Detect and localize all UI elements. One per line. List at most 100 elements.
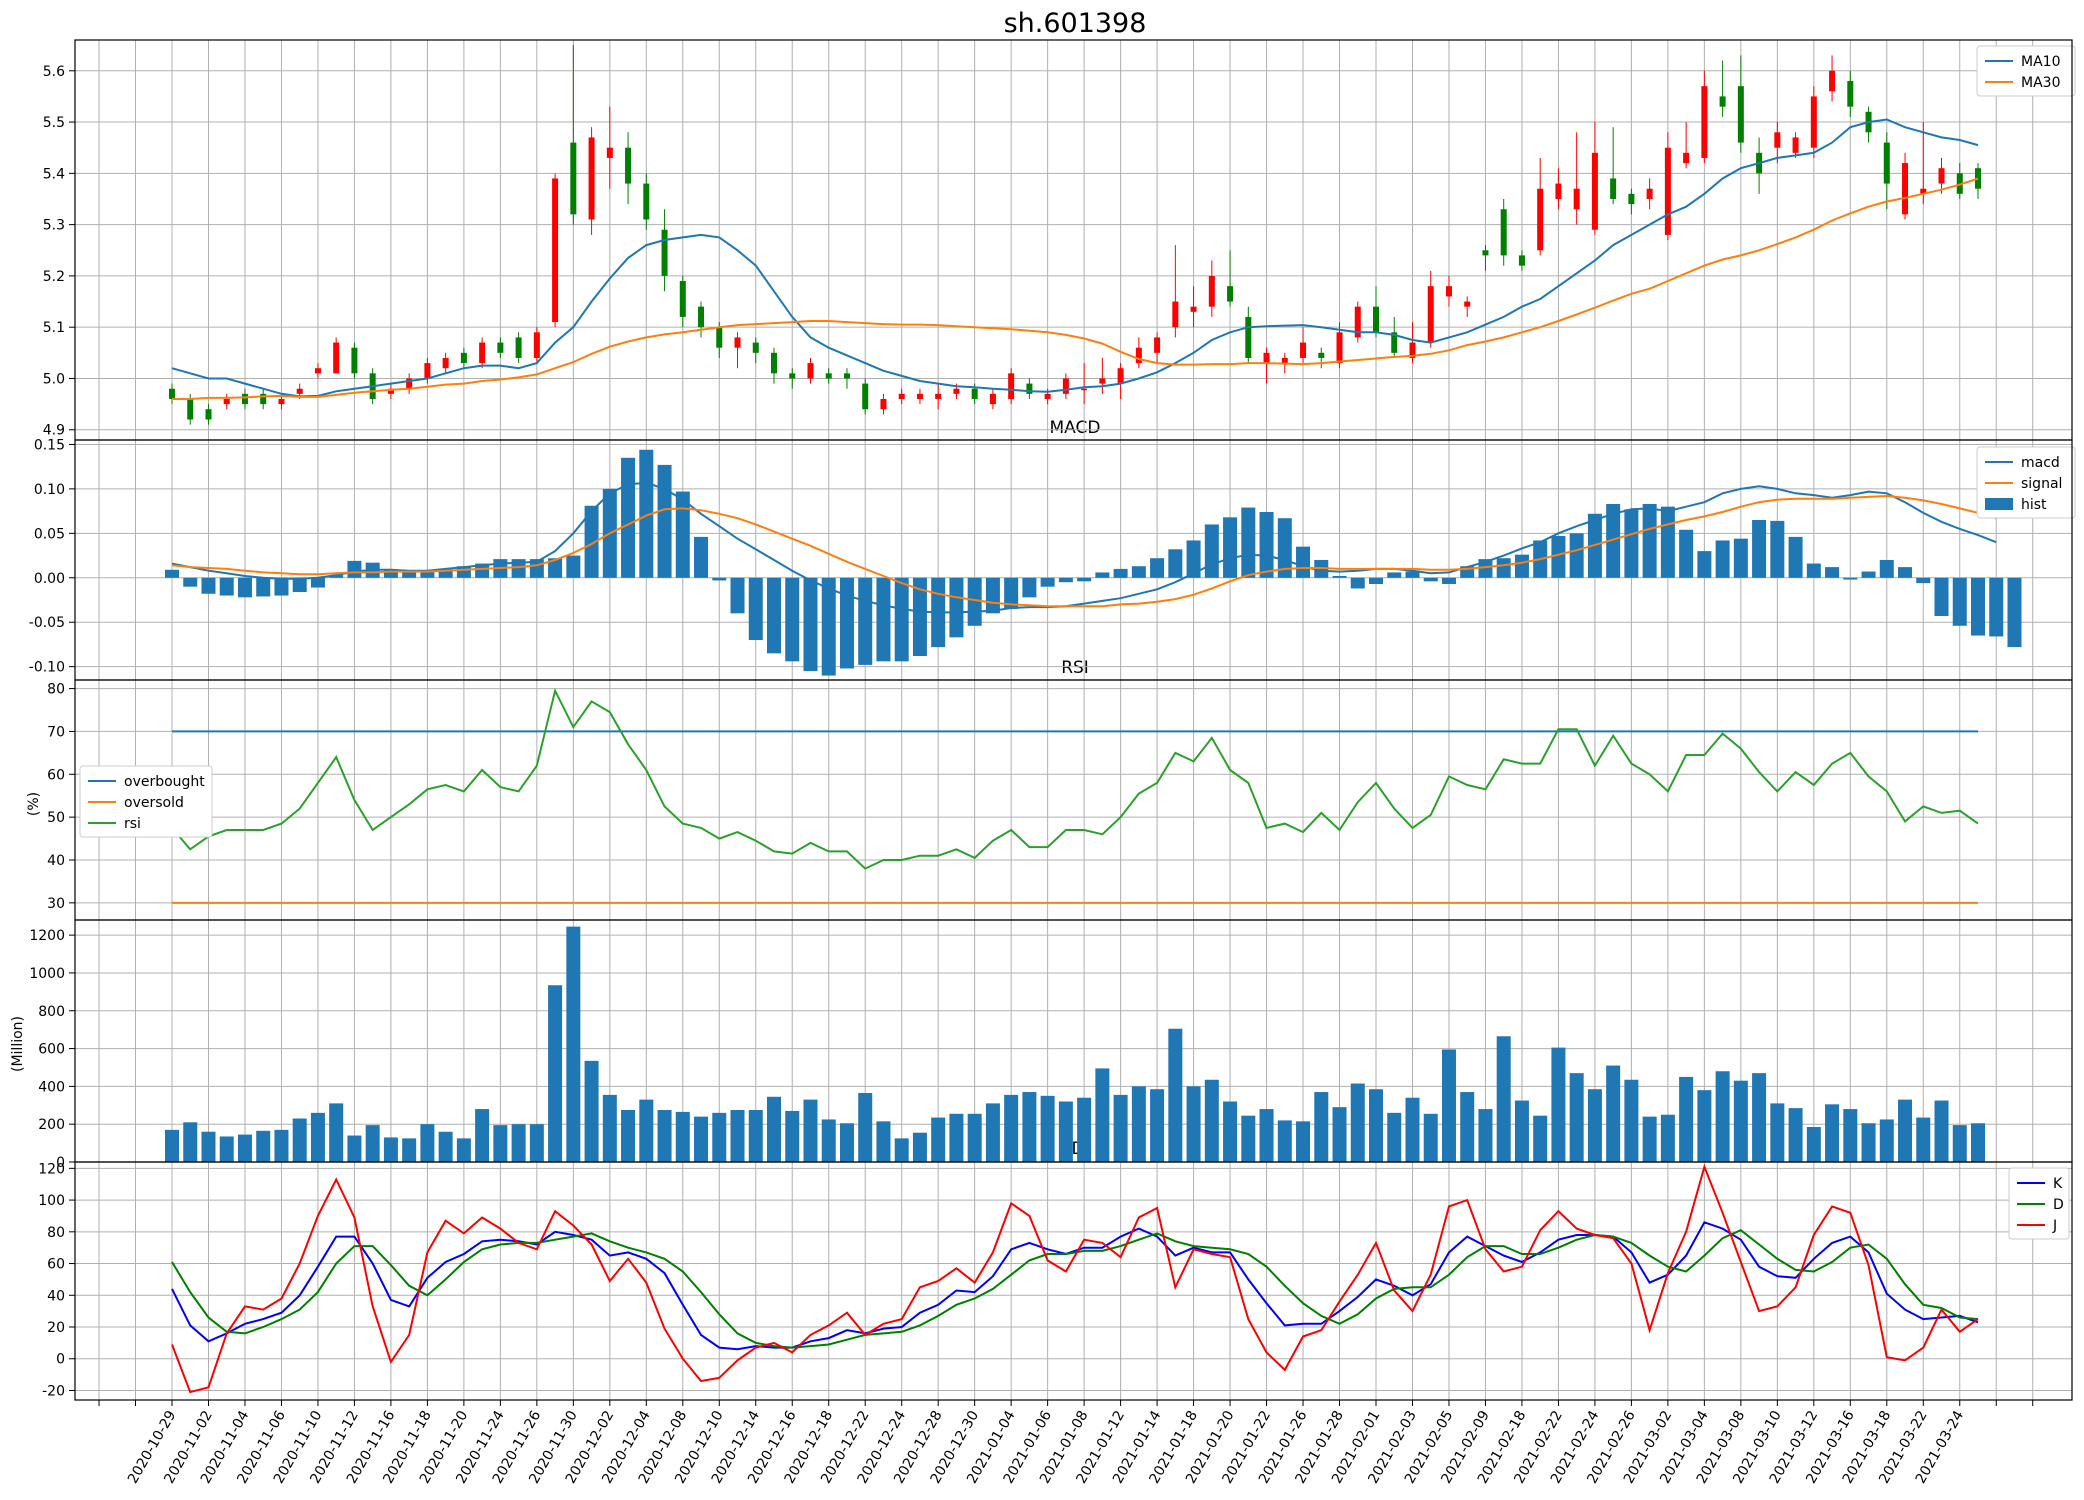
macd-hist-bar (785, 577, 800, 662)
macd-hist-bar (748, 577, 763, 640)
volume-bar (1697, 1090, 1712, 1162)
macd-hist-bar (1989, 577, 2004, 637)
macd-hist-bar (1131, 566, 1146, 578)
macd-hist-bar (329, 575, 344, 578)
price-y-tick-label: 5.6 (43, 64, 65, 80)
macd-hist-bar (1606, 504, 1621, 578)
volume-bar (237, 1134, 252, 1162)
macd-hist-bar (730, 577, 745, 614)
macd-hist-bar (1040, 577, 1055, 587)
macd-hist-bar (1898, 567, 1913, 578)
candle-body (898, 393, 905, 399)
macd-hist-bar (165, 569, 179, 578)
candle-body (1117, 368, 1124, 384)
macd-hist-bar (1624, 509, 1639, 578)
macd-hist-bar (2007, 577, 2022, 648)
volume-bar (584, 1060, 599, 1162)
macd-y-tick-label: 0.05 (34, 526, 65, 542)
candle-body (1938, 168, 1945, 184)
volume-bar (1204, 1079, 1219, 1162)
figure-title: sh.601398 (1004, 8, 1147, 39)
candle-body (1646, 188, 1653, 199)
candle-body (661, 229, 668, 276)
candle-body (333, 342, 340, 374)
macd-hist-bar (237, 577, 252, 598)
macd-hist-bar (912, 577, 927, 656)
rsi-y-tick-label: 70 (47, 724, 65, 740)
macd-legend-label: hist (2021, 497, 2047, 513)
volume-bar (1478, 1109, 1493, 1162)
macd-hist-bar (1332, 576, 1347, 578)
volume-bar (694, 1116, 709, 1162)
candle-body (1373, 306, 1379, 333)
volume-bar (1131, 1086, 1146, 1162)
macd-hist-bar (839, 577, 854, 669)
volume-bar (1150, 1089, 1165, 1162)
macd-hist-bar (438, 568, 453, 578)
macd-panel: -0.10 -0.05 0.00 0.05 0.10 0.15 macd signal hist (29, 437, 2076, 680)
candle-body (1208, 275, 1215, 307)
macd-legend-label: signal (2021, 476, 2062, 492)
candle-body (698, 306, 705, 328)
macd-hist-bar (876, 577, 891, 662)
macd-hist-bar (274, 577, 289, 596)
volume-bar (1952, 1125, 1967, 1162)
macd-hist-bar (803, 577, 818, 672)
vol-panel: 0 200 400 600 800 1000 1200 (29, 920, 2072, 1171)
macd-hist-bar (1770, 520, 1785, 578)
volume-bar (1022, 1092, 1037, 1162)
volume-bar (1168, 1028, 1183, 1162)
macd-hist-bar (1004, 577, 1019, 609)
macd-hist-bar (1569, 533, 1584, 578)
macd-hist-bar (1971, 577, 1985, 636)
candle-body (1537, 188, 1544, 251)
volume-bar (1770, 1103, 1785, 1162)
candle-body (1300, 342, 1307, 358)
candle-body (1427, 286, 1434, 343)
macd-hist-bar (1387, 572, 1402, 578)
candle-body (1847, 81, 1854, 107)
kdj-legend-label: J (2052, 1218, 2057, 1234)
macd-hist-bar (1642, 504, 1657, 578)
macd-hist-bar (1843, 577, 1858, 580)
volume-bar (821, 1119, 836, 1162)
candle-body (625, 147, 632, 184)
macd-hist-bar (621, 457, 636, 578)
candle-body (497, 342, 504, 353)
rsi-y-tick-label: 60 (47, 767, 65, 783)
panel-borders (74, 39, 2073, 1401)
kdj-y-tick-label: 60 (47, 1257, 65, 1273)
volume-bar (165, 1129, 179, 1162)
volume-bar (1569, 1073, 1584, 1162)
candle-body (679, 281, 686, 317)
macd-hist-bar (1715, 540, 1730, 578)
volume-bar (548, 985, 563, 1162)
macd-hist-bar (1168, 549, 1183, 578)
macd-hist-bar (475, 563, 490, 578)
rsi-panel-frame (74, 679, 2073, 921)
macd-hist-bar (1113, 568, 1128, 578)
candle-body (1044, 393, 1051, 399)
volume-bar (1496, 1036, 1511, 1162)
macd-panel-title: MACD (1050, 418, 1101, 438)
kdj-y-tick-label: 0 (56, 1352, 65, 1368)
k-line (171, 1221, 1979, 1351)
vol-y-tick-label: 400 (38, 1079, 65, 1095)
candle-body (807, 363, 814, 379)
candle-body (515, 337, 522, 358)
volume-bar (1861, 1123, 1876, 1162)
candle-body (1135, 347, 1142, 364)
macd-hist-bar (675, 491, 690, 578)
macd-hist-bar (456, 566, 471, 578)
macd-hist-bar (548, 558, 563, 578)
d-line (171, 1229, 1979, 1349)
volume-bar (1223, 1101, 1238, 1162)
kdj-y-tick-label: 20 (47, 1320, 65, 1336)
macd-line (171, 481, 1997, 614)
candle-body (1902, 163, 1909, 215)
macd-hist-bar (383, 569, 398, 578)
candle-body (1008, 373, 1015, 399)
volume-bar (274, 1129, 289, 1162)
macd-hist-bar (1952, 577, 1967, 626)
macd-hist-bar (1405, 571, 1420, 578)
